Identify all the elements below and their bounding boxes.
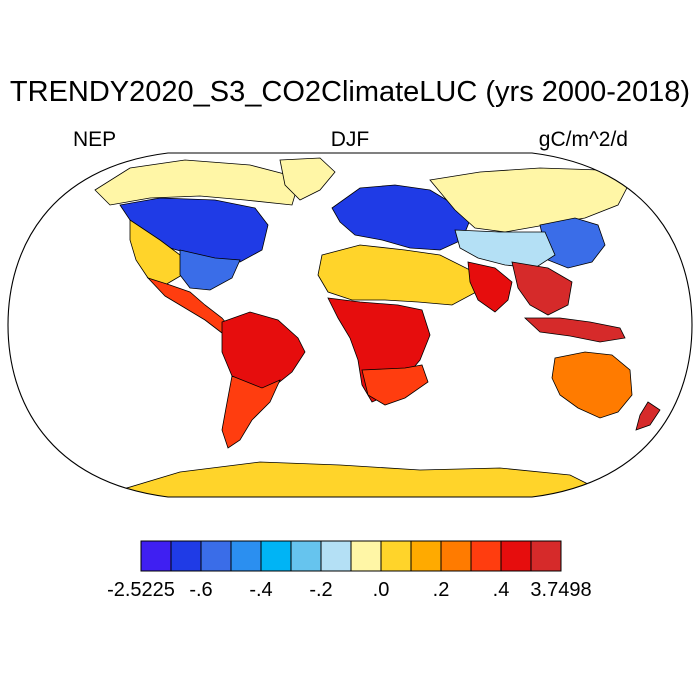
region-africa-southern <box>361 364 429 406</box>
region-sahara-arabia <box>317 244 481 306</box>
colorbar-tick-label: .0 <box>373 579 390 601</box>
region-east-asia-coast <box>539 217 606 269</box>
region-south-america-south <box>221 375 281 449</box>
colorbar-box <box>140 540 172 572</box>
colorbar-tick-label: -2.5225 <box>107 579 175 601</box>
colorbar-box <box>290 540 322 572</box>
colorbar-box <box>200 540 232 572</box>
region-greenland <box>279 157 336 201</box>
colorbar-tick-label: .4 <box>493 579 510 601</box>
colorbar-tick-label: -.6 <box>189 579 212 601</box>
region-north-america-arctic <box>94 159 301 206</box>
colorbar-box <box>440 540 472 572</box>
colorbar-tick-label: .2 <box>433 579 450 601</box>
colorbar-tick-label: -.2 <box>309 579 332 601</box>
colorbar-box <box>260 540 292 572</box>
colorbar-box <box>350 540 382 572</box>
colorbar-box <box>170 540 202 572</box>
colorbar-box <box>470 540 502 572</box>
chart-title: TRENDY2020_S3_CO2ClimateLUC (yrs 2000-20… <box>9 76 691 108</box>
region-southeast-asia <box>511 261 573 316</box>
units-label: gC/m^2/d <box>538 128 628 151</box>
region-siberia <box>429 167 631 233</box>
colorbar-box <box>380 540 412 572</box>
region-indonesia <box>523 317 626 343</box>
region-india <box>467 261 513 313</box>
season-label: DJF <box>330 128 370 151</box>
colorbar-tick-label: 3.7498 <box>530 579 591 601</box>
map-border <box>7 152 693 498</box>
region-antarctica <box>119 461 601 497</box>
region-north-america-east <box>179 249 241 291</box>
variable-label: NEP <box>73 128 117 151</box>
region-australia <box>551 351 633 419</box>
colorbar-box <box>530 540 562 572</box>
colorbar-box <box>500 540 532 572</box>
colorbar-tick-label: -.4 <box>249 579 272 601</box>
region-south-america-north <box>221 311 306 393</box>
colorbar-box <box>230 540 262 572</box>
region-new-zealand <box>635 401 661 431</box>
colorbar-box <box>410 540 442 572</box>
colorbar-box <box>320 540 352 572</box>
